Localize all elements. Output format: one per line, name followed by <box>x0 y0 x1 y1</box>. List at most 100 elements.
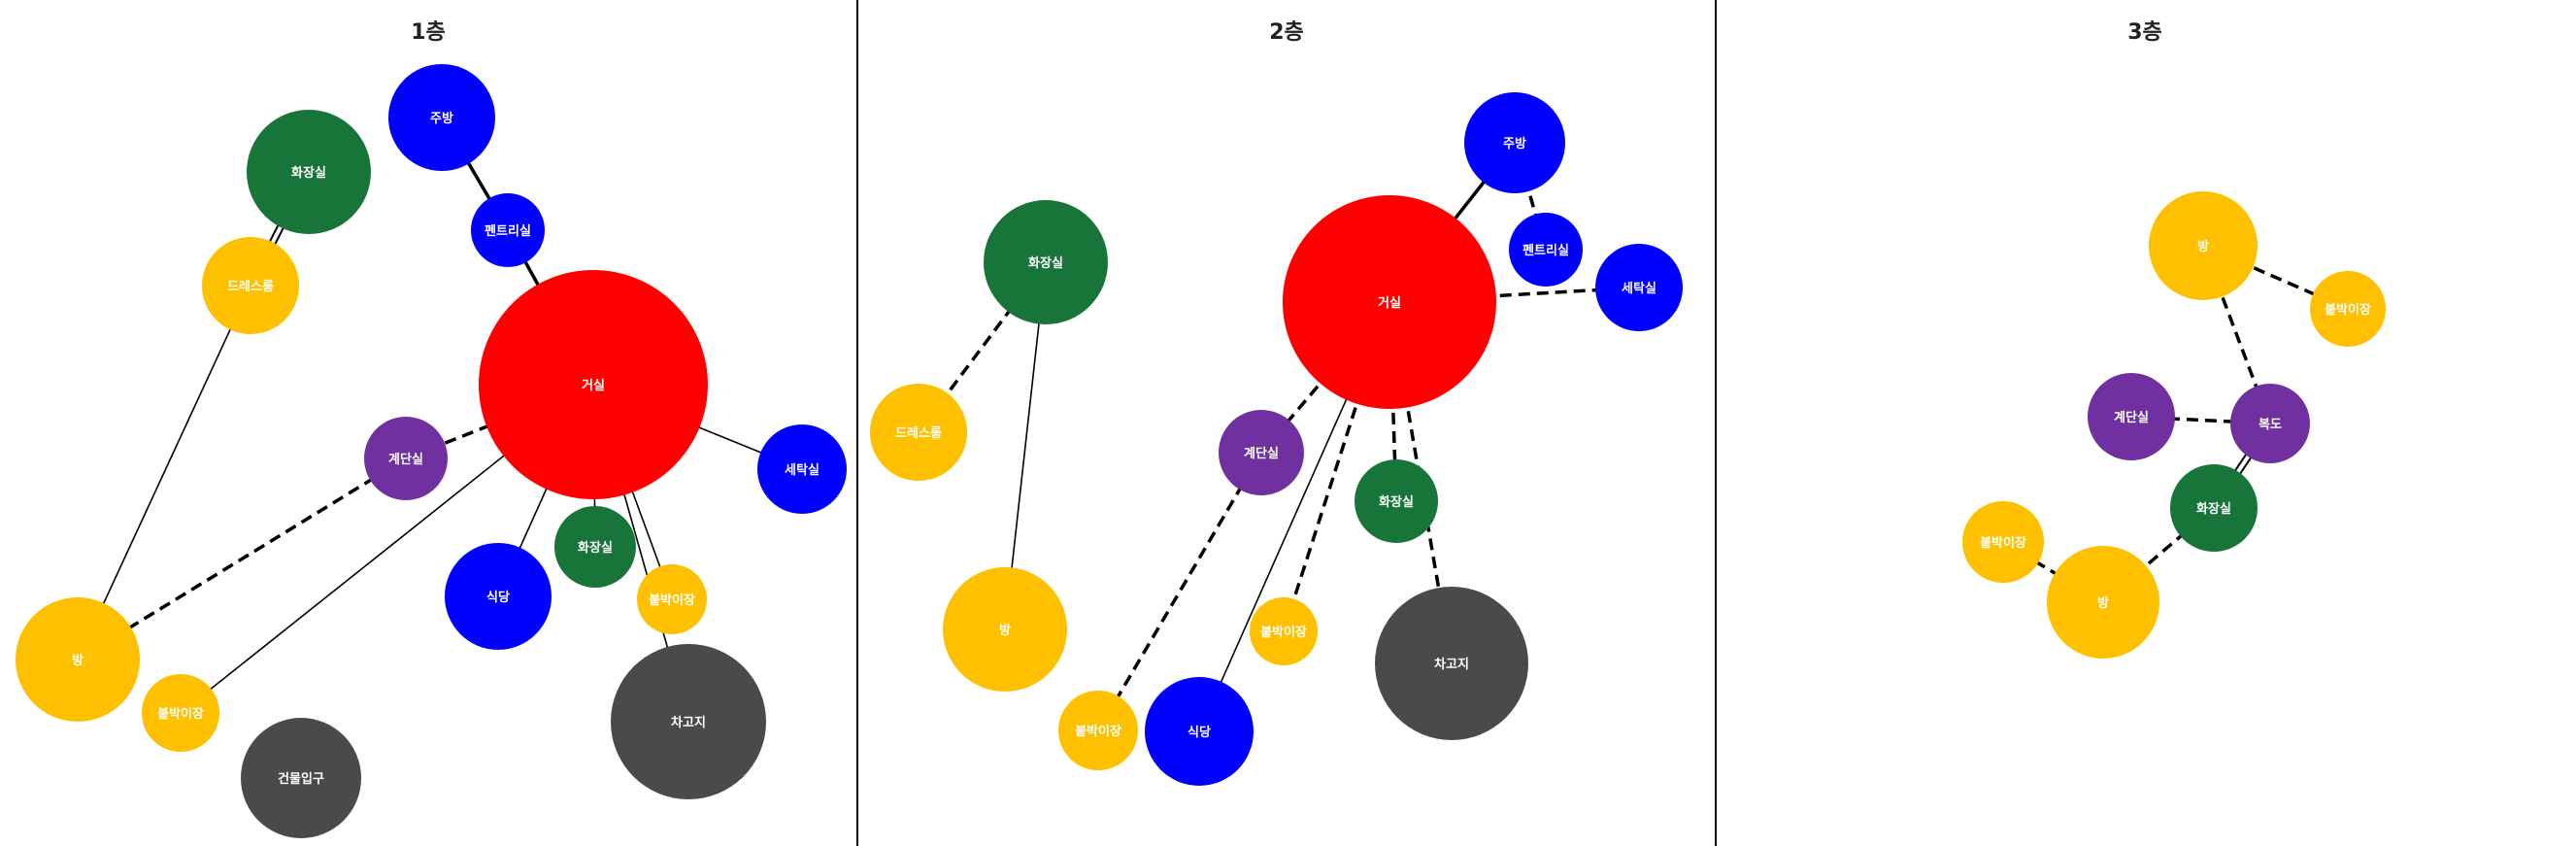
node-label: 붙박이장 <box>649 592 695 608</box>
node-circle <box>479 270 708 499</box>
node-label: 식당 <box>1188 725 1211 740</box>
node-f1-dress: 드레스룸 <box>202 237 299 334</box>
node-f1-kitchen: 주방 <box>388 64 495 171</box>
node-label: 건물입구 <box>278 771 324 787</box>
node-circle <box>2310 271 2386 347</box>
node-circle <box>637 564 707 634</box>
node-label: 붙박이장 <box>157 706 204 722</box>
node-circle <box>142 674 219 752</box>
node-label: 주방 <box>1503 136 1526 152</box>
node-label: 방 <box>999 623 1011 638</box>
node-f3-bath: 화장실 <box>2170 464 2258 552</box>
node-label: 방 <box>2197 239 2209 254</box>
node-f2-bath-mid: 화장실 <box>1355 459 1438 543</box>
node-circle <box>2230 384 2310 463</box>
node-label: 계단실 <box>2114 410 2149 425</box>
node-circle <box>2047 546 2159 659</box>
node-f1-stairs: 계단실 <box>364 417 448 500</box>
node-circle <box>16 597 140 722</box>
node-circle <box>1375 587 1528 740</box>
node-label: 붙박이장 <box>1075 724 1121 739</box>
node-f2-stairs: 계단실 <box>1219 410 1304 495</box>
node-f3-room-bot: 방 <box>2047 546 2159 659</box>
node-f1-bath-top: 화장실 <box>247 110 371 234</box>
edge-f2-stairs-f2-closet-l <box>1096 452 1263 731</box>
node-f3-closet-l: 붙박이장 <box>1962 501 2044 583</box>
floor-1-title: 1층 <box>411 20 446 45</box>
node-label: 붙박이장 <box>1260 625 1307 640</box>
node-circle <box>1509 213 1583 287</box>
node-label: 드레스룸 <box>227 279 274 294</box>
node-circle <box>2170 464 2258 552</box>
node-f1-laundry: 세탁실 <box>757 424 847 514</box>
node-circle <box>364 417 448 500</box>
node-f1-bath-mid: 화장실 <box>554 506 636 588</box>
edge-f1-dress-f1-room <box>77 285 251 660</box>
node-f1-closet-l: 붙박이장 <box>142 674 219 752</box>
node-circle <box>445 543 552 650</box>
edge-f1-stairs-f1-room <box>77 457 407 661</box>
node-circle <box>1145 677 1254 786</box>
node-label: 화장실 <box>578 540 613 556</box>
node-circle <box>1250 597 1318 665</box>
node-f2-closet-l: 붙박이장 <box>1058 691 1138 770</box>
node-circle <box>611 644 766 799</box>
node-circle <box>247 110 371 234</box>
node-label: 거실 <box>582 378 605 393</box>
floor-3-title: 3층 <box>2127 20 2162 45</box>
node-circle <box>1464 92 1565 193</box>
node-f1-pantry: 펜트리실 <box>471 193 545 267</box>
node-circle <box>2149 191 2258 300</box>
node-circle <box>1962 501 2044 583</box>
node-label: 드레스룸 <box>895 425 942 441</box>
node-circle <box>554 506 636 588</box>
node-label: 주방 <box>430 111 453 126</box>
node-circle <box>1355 459 1438 543</box>
node-circle <box>943 567 1067 692</box>
node-f2-bath-top: 화장실 <box>984 200 1108 324</box>
node-label: 붙박이장 <box>2325 302 2371 318</box>
node-label: 붙박이장 <box>1980 535 2026 551</box>
node-f1-entrance: 건물입구 <box>241 718 361 838</box>
node-label: 세탁실 <box>1622 281 1656 296</box>
node-f3-hall: 복도 <box>2230 384 2310 463</box>
node-f2-pantry: 펜트리실 <box>1509 213 1583 287</box>
node-f1-garage: 차고지 <box>611 644 766 799</box>
node-f3-stairs: 계단실 <box>2088 373 2175 460</box>
node-label: 계단실 <box>1244 446 1279 461</box>
node-circle <box>984 200 1108 324</box>
node-circle <box>388 64 495 171</box>
node-label: 화장실 <box>1028 255 1063 271</box>
node-label: 차고지 <box>1434 657 1469 672</box>
node-f1-dining: 식당 <box>445 543 552 650</box>
node-circle <box>1595 244 1683 331</box>
node-circle <box>2088 373 2175 460</box>
node-f2-garage: 차고지 <box>1375 587 1528 740</box>
node-circle <box>1058 691 1138 770</box>
node-label: 펜트리실 <box>1522 243 1569 258</box>
node-label: 식당 <box>486 590 510 605</box>
node-circle <box>241 718 361 838</box>
node-f1-room: 방 <box>16 597 140 722</box>
node-f2-living: 거실 <box>1283 195 1496 409</box>
node-f2-dress: 드레스룸 <box>870 384 967 481</box>
node-label: 방 <box>2097 595 2109 611</box>
node-label: 방 <box>72 653 84 668</box>
node-f3-room-top: 방 <box>2149 191 2258 300</box>
node-f1-living: 거실 <box>479 270 708 499</box>
node-label: 계단실 <box>388 452 423 467</box>
node-circle <box>471 193 545 267</box>
node-label: 화장실 <box>291 165 326 181</box>
node-label: 거실 <box>1378 295 1401 311</box>
node-circle <box>1219 410 1304 495</box>
node-f3-closet-r: 붙박이장 <box>2310 271 2386 347</box>
node-f1-closet-r: 붙박이장 <box>637 564 707 634</box>
node-label: 복도 <box>2258 418 2282 432</box>
node-circle <box>757 424 847 514</box>
node-label: 세탁실 <box>785 462 820 478</box>
node-label: 차고지 <box>671 715 706 730</box>
node-f2-dining: 식당 <box>1145 677 1254 786</box>
node-circle <box>1283 195 1496 409</box>
node-f2-room: 방 <box>943 567 1067 692</box>
